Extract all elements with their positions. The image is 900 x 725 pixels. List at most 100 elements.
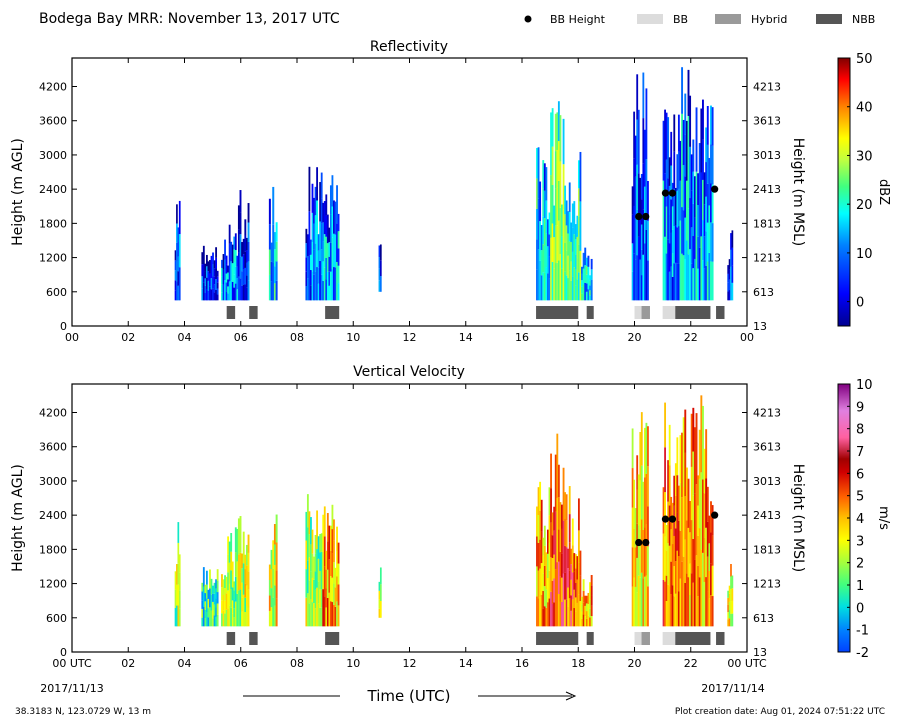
echo-streak [201, 276, 204, 289]
echo-streak [582, 614, 585, 627]
echo-streak [562, 573, 565, 627]
x-tick-label: 08 [290, 657, 304, 670]
echo-streak [561, 504, 563, 529]
echo-streak [684, 496, 687, 540]
echo-streak [633, 528, 636, 578]
y-tick-label: 3600 [39, 115, 67, 128]
echo-streak [576, 236, 579, 259]
echo-streak [693, 258, 696, 301]
echo-streak [322, 589, 325, 627]
echo-streak [710, 595, 712, 627]
echo-streak [671, 276, 674, 301]
x-axis-label: Time (UTC) [367, 687, 451, 705]
echo-streak [305, 243, 308, 258]
echo-streak [692, 495, 695, 539]
echo-streak [679, 180, 682, 221]
bb-type-bar-hybrid [641, 632, 650, 645]
echo-streak [551, 580, 554, 604]
echo-streak [319, 607, 322, 627]
echo-column [536, 481, 551, 627]
echo-streak [310, 544, 312, 572]
echo-streak [310, 599, 312, 627]
echo-streak [212, 252, 214, 265]
echo-streak [676, 550, 679, 589]
echo-column [631, 72, 649, 301]
echo-streak [728, 269, 731, 280]
y-tick-label: 0 [60, 646, 67, 659]
echo-streak [236, 278, 239, 290]
echo-streak [685, 180, 688, 241]
echo-streak [693, 176, 696, 218]
echo-column [727, 564, 734, 627]
echo-streak [568, 241, 571, 271]
echo-streak [230, 551, 233, 571]
y-tick-label: 1200 [39, 252, 67, 265]
echo-streak [554, 569, 557, 627]
echo-streak [311, 602, 314, 627]
echo-streak [548, 256, 551, 279]
echo-streak [700, 549, 703, 627]
echo-streak [221, 574, 223, 588]
end-date-label: 2017/11/14 [701, 682, 764, 695]
echo-streak [316, 200, 319, 234]
echo-streak [727, 291, 730, 301]
echo-streak [731, 588, 734, 601]
echo-streak [587, 266, 590, 279]
y-tick-label-right: 3013 [753, 475, 781, 488]
y-tick-label: 3600 [39, 441, 67, 454]
echo-streak [647, 466, 649, 507]
echo-streak [233, 274, 236, 288]
echo-streak [227, 608, 230, 627]
echo-streak [700, 395, 703, 473]
echo-streak [245, 287, 248, 301]
echo-streak [674, 463, 677, 496]
echo-streak [319, 570, 322, 590]
echo-streak [313, 197, 315, 224]
echo-streak [215, 607, 218, 617]
echo-streak [322, 202, 325, 223]
reflectivity-panel: Reflectivity 00 02 04 06 08 10 12 14 16 18 20 22 000… [10, 39, 891, 344]
echo-streak [305, 228, 308, 244]
echo-streak [204, 285, 207, 294]
echo-streak [677, 226, 680, 264]
echo-streak [706, 183, 709, 223]
echo-streak [731, 265, 734, 283]
echo-streak [311, 271, 314, 301]
bb-type-bar-nbb [536, 306, 579, 319]
echo-streak [540, 531, 543, 564]
echo-streak [537, 542, 540, 571]
echo-streak [225, 282, 228, 292]
echo-streak [705, 231, 708, 266]
echo-streak [642, 209, 645, 255]
echo-streak [556, 112, 559, 150]
echo-streak [233, 287, 236, 301]
echo-streak [233, 581, 236, 591]
echo-streak [668, 243, 671, 272]
echo-streak [668, 545, 671, 587]
echo-streak [673, 596, 676, 627]
echo-streak [664, 402, 666, 448]
echo-streak [329, 271, 332, 301]
echo-streak [174, 270, 177, 281]
echo-streak [667, 543, 670, 585]
echo-streak [681, 207, 684, 254]
echo-streak [587, 278, 590, 290]
echo-streak [177, 227, 180, 242]
echo-streak [633, 158, 636, 206]
echo-streak [581, 280, 583, 287]
echo-streak [231, 281, 234, 301]
echo-streak [565, 494, 568, 521]
echo-streak [577, 160, 580, 189]
echo-streak [727, 619, 730, 627]
echo-streak [237, 518, 240, 555]
x-tick-label: 20 [628, 331, 642, 344]
echo-streak [673, 114, 676, 152]
echo-streak [545, 233, 548, 268]
echo-streak [584, 265, 587, 283]
echo-streak [328, 227, 331, 243]
echo-streak [337, 563, 340, 585]
echo-streak [268, 564, 271, 580]
echo-streak [320, 589, 323, 608]
echo-streak [703, 493, 706, 538]
